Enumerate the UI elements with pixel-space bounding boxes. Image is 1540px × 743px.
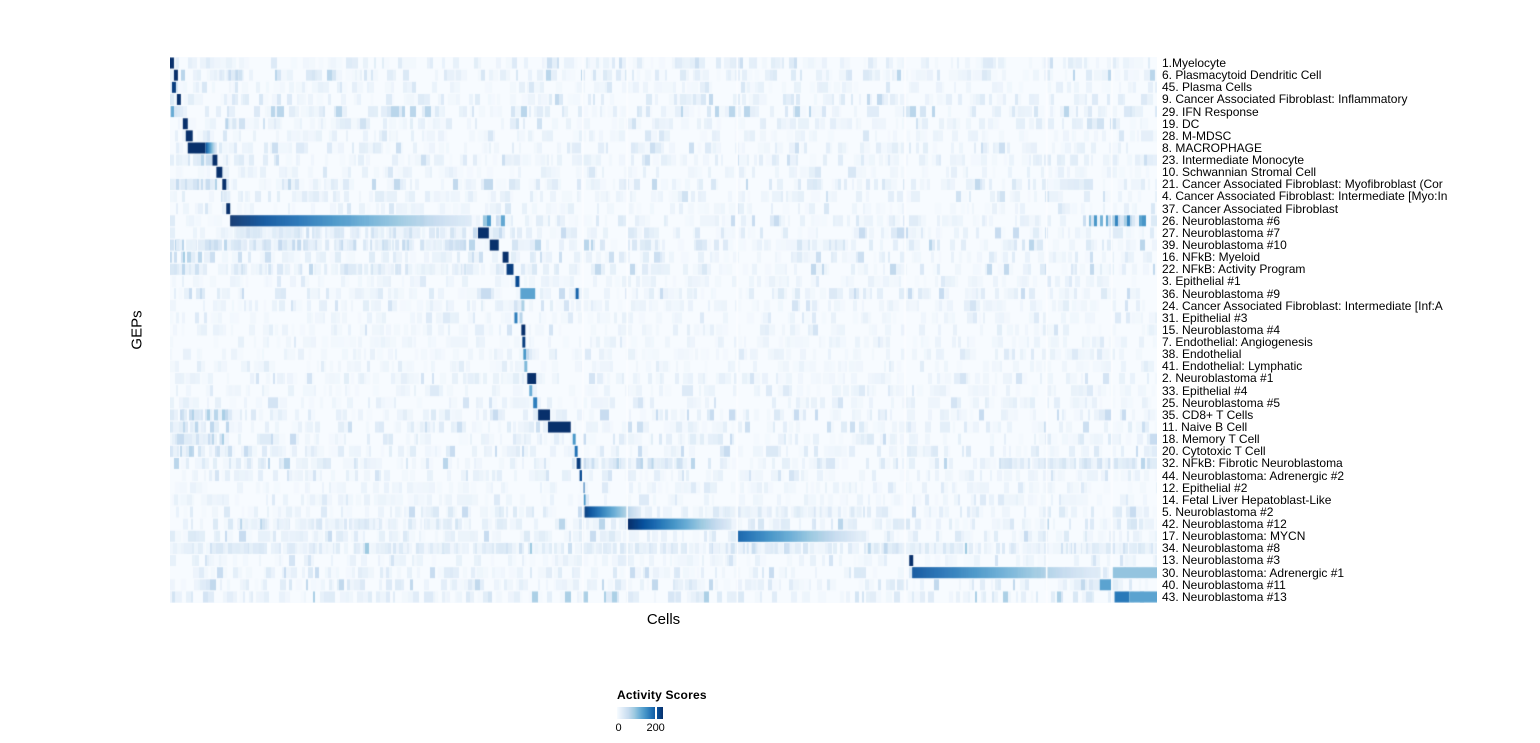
legend-title: Activity Scores bbox=[617, 688, 707, 702]
row-label: 20. Cytotoxic T Cell bbox=[1162, 444, 1266, 459]
row-label: 42. Neuroblastoma #12 bbox=[1162, 517, 1287, 532]
row-label: 7. Endothelial: Angiogenesis bbox=[1162, 335, 1313, 350]
row-label: 1.Myelocyte bbox=[1162, 56, 1227, 70]
row-label: 34. Neuroblastoma #8 bbox=[1162, 541, 1281, 556]
row-label: 4. Cancer Associated Fibroblast: Interme… bbox=[1162, 189, 1448, 204]
x-axis-label: Cells bbox=[646, 611, 681, 628]
legend: Activity Scores 0 200 bbox=[615, 688, 777, 736]
row-label: 19. DC bbox=[1162, 116, 1200, 131]
heatmap-canvas bbox=[170, 57, 1157, 603]
row-label: 27. Neuroblastoma #7 bbox=[1162, 225, 1281, 240]
row-label: 26. Neuroblastoma #6 bbox=[1162, 213, 1281, 228]
row-label: 21. Cancer Associated Fibroblast: Myofib… bbox=[1162, 177, 1443, 192]
row-label: 5. Neuroblastoma #2 bbox=[1162, 504, 1274, 519]
legend-tick-mark bbox=[654, 707, 657, 719]
row-label: 36. Neuroblastoma #9 bbox=[1162, 286, 1281, 301]
row-label: 32. NFkB: Fibrotic Neuroblastoma bbox=[1162, 456, 1343, 471]
row-label: 45. Plasma Cells bbox=[1162, 80, 1253, 95]
row-label: 9. Cancer Associated Fibroblast: Inflamm… bbox=[1162, 92, 1408, 107]
legend-gradient-bar bbox=[617, 707, 663, 719]
row-label: 31. Epithelial #3 bbox=[1162, 310, 1248, 325]
row-label: 35. CD8+ T Cells bbox=[1162, 407, 1254, 422]
row-label: 28. M-MDSC bbox=[1162, 128, 1232, 143]
row-label: 2. Neuroblastoma #1 bbox=[1162, 371, 1274, 386]
row-label: 43. Neuroblastoma #13 bbox=[1162, 589, 1287, 604]
row-label: 23. Intermediate Monocyte bbox=[1162, 153, 1305, 168]
row-labels: 1.Myelocyte 6. Plasmacytoid Dendritic Cel… bbox=[1162, 57, 1540, 603]
row-label: 41. Endothelial: Lymphatic bbox=[1162, 359, 1303, 374]
row-label: 38. Endothelial bbox=[1162, 347, 1242, 362]
row-label: 33. Epithelial #4 bbox=[1162, 383, 1248, 398]
row-label: 11. Naive B Cell bbox=[1162, 420, 1248, 434]
row-label: 14. Fetal Liver Hepatoblast-Like bbox=[1162, 492, 1332, 507]
row-label: 15. Neuroblastoma #4 bbox=[1162, 322, 1281, 337]
row-label: 10. Schwannian Stromal Cell bbox=[1162, 165, 1317, 180]
row-label: 44. Neuroblastoma: Adrenergic #2 bbox=[1162, 468, 1345, 483]
row-label: 24. Cancer Associated Fibroblast: Interm… bbox=[1162, 298, 1443, 313]
row-label: 8. MACROPHAGE bbox=[1162, 140, 1263, 155]
row-label: 37. Cancer Associated Fibroblast bbox=[1162, 201, 1339, 216]
row-label: 29. IFN Response bbox=[1162, 104, 1259, 119]
legend-tick-label: 200 bbox=[646, 722, 665, 734]
row-label: 40. Neuroblastoma #11 bbox=[1162, 577, 1286, 592]
y-axis-label: GEPs bbox=[128, 310, 146, 350]
row-label: 13. Neuroblastoma #3 bbox=[1162, 553, 1281, 568]
row-label: 18. Memory T Cell bbox=[1162, 432, 1260, 447]
row-label: 25. Neuroblastoma #5 bbox=[1162, 395, 1281, 410]
row-label: 3. Epithelial #1 bbox=[1162, 274, 1241, 289]
row-label: 30. Neuroblastoma: Adrenergic #1 bbox=[1162, 565, 1345, 580]
row-label: 39. Neuroblastoma #10 bbox=[1162, 238, 1287, 252]
row-label: 16. NFkB: Myeloid bbox=[1162, 250, 1261, 265]
row-label: 12. Epithelial #2 bbox=[1162, 480, 1248, 495]
row-label: 17. Neuroblastoma: MYCN bbox=[1162, 529, 1306, 544]
row-label: 6. Plasmacytoid Dendritic Cell bbox=[1162, 68, 1322, 83]
legend-tick-labels: 0 200 bbox=[615, 722, 677, 736]
row-label: 22. NFkB: Activity Program bbox=[1162, 262, 1306, 277]
legend-tick-label: 0 bbox=[615, 722, 622, 734]
